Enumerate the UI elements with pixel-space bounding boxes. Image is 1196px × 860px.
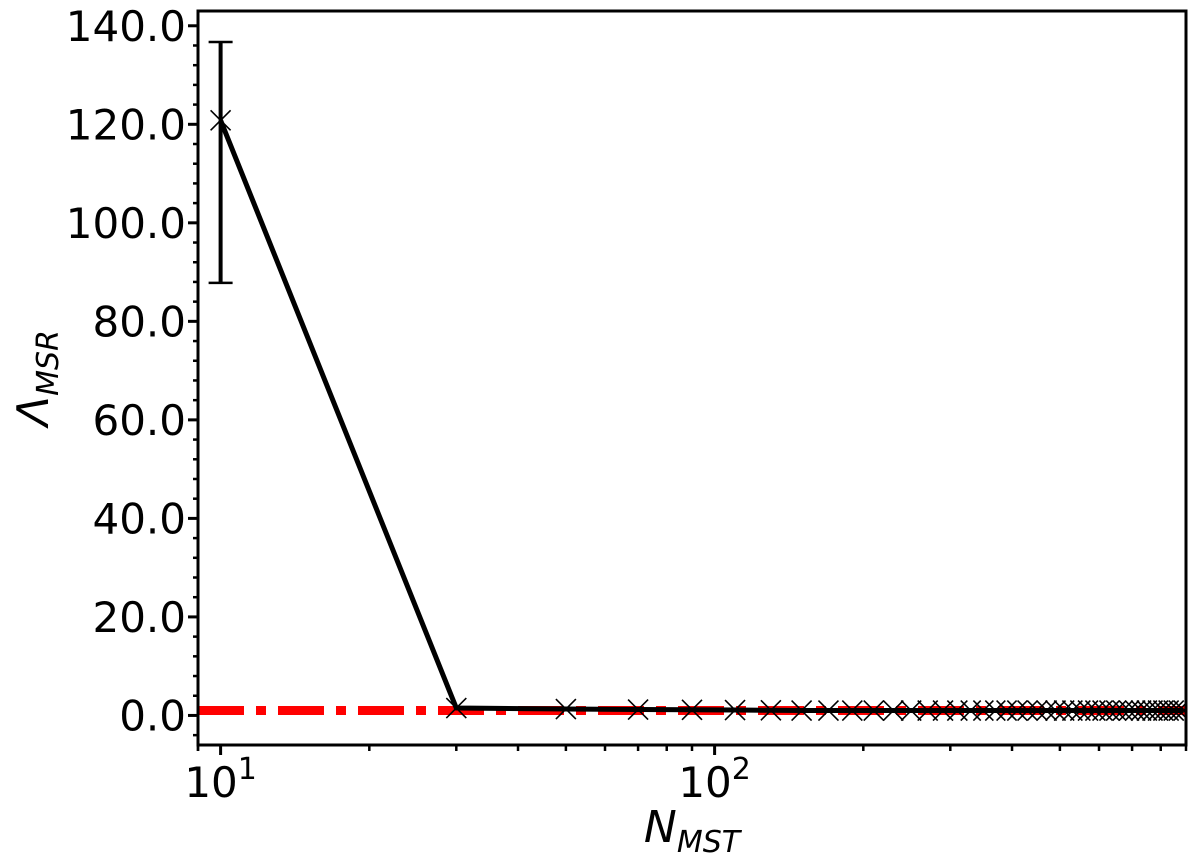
data-point-marker (681, 699, 703, 721)
data-point-marker (1147, 699, 1169, 722)
plot-frame (196, 9, 1188, 747)
data-point-marker (917, 699, 939, 722)
data-point-marker (882, 699, 904, 722)
data-point-marker (1141, 699, 1164, 722)
y-tick-label: 20.0 (92, 593, 186, 642)
plot-area (198, 40, 1186, 722)
data-point-marker (972, 699, 994, 722)
y-tick-label: 0.0 (119, 691, 186, 740)
x-tick-label: 102 (678, 752, 751, 807)
data-point-marker (791, 699, 813, 722)
axes: 0.0 20.0 40.0 60.0 80.0 100.0 120.0 140.0 101 102 (66, 2, 1188, 807)
y-tick-label: 40.0 (92, 494, 186, 543)
data-point-marker (1124, 699, 1146, 722)
data-point-marker (555, 698, 577, 720)
data-point-marker (1077, 699, 1099, 722)
y-axis-label: ΛMSR (8, 330, 66, 429)
data-point-marker (1130, 699, 1152, 722)
data-point-marker (900, 699, 922, 722)
data-point-marker (841, 699, 863, 722)
y-tick-label: 140.0 (66, 2, 186, 51)
data-point-marker (1061, 699, 1083, 722)
data-point-marker (817, 699, 840, 722)
series-line (218, 119, 1184, 714)
data-point-marker (1069, 699, 1091, 722)
data-point-marker (445, 697, 467, 719)
data-point-marker (1173, 699, 1186, 722)
data-point-marker (984, 699, 1006, 722)
data-point-marker (1053, 699, 1075, 722)
data-point-marker (724, 699, 746, 721)
y-tick-label: 120.0 (66, 100, 186, 149)
data-point-marker (1036, 699, 1058, 722)
data-point-marker (1016, 699, 1039, 722)
data-point-marker (1118, 699, 1140, 722)
data-point-marker (1152, 699, 1174, 722)
data-point-marker (627, 698, 649, 721)
data-point-marker (996, 699, 1018, 722)
data-point-marker (1006, 699, 1028, 722)
x-tick-label: 101 (184, 752, 257, 807)
y-tick-label: 60.0 (92, 396, 186, 445)
data-point-marker (863, 699, 885, 722)
data-point-marker (760, 699, 782, 721)
x-axis-label: NMST (644, 802, 743, 860)
y-tick-label: 80.0 (92, 297, 186, 346)
data-point-marker (1136, 699, 1158, 722)
data-point-marker (1026, 699, 1048, 722)
data-point-marker (1163, 699, 1185, 722)
data-point-marker (1158, 699, 1180, 722)
y-tick-label: 100.0 (66, 199, 186, 248)
data-point-marker (1044, 699, 1067, 722)
